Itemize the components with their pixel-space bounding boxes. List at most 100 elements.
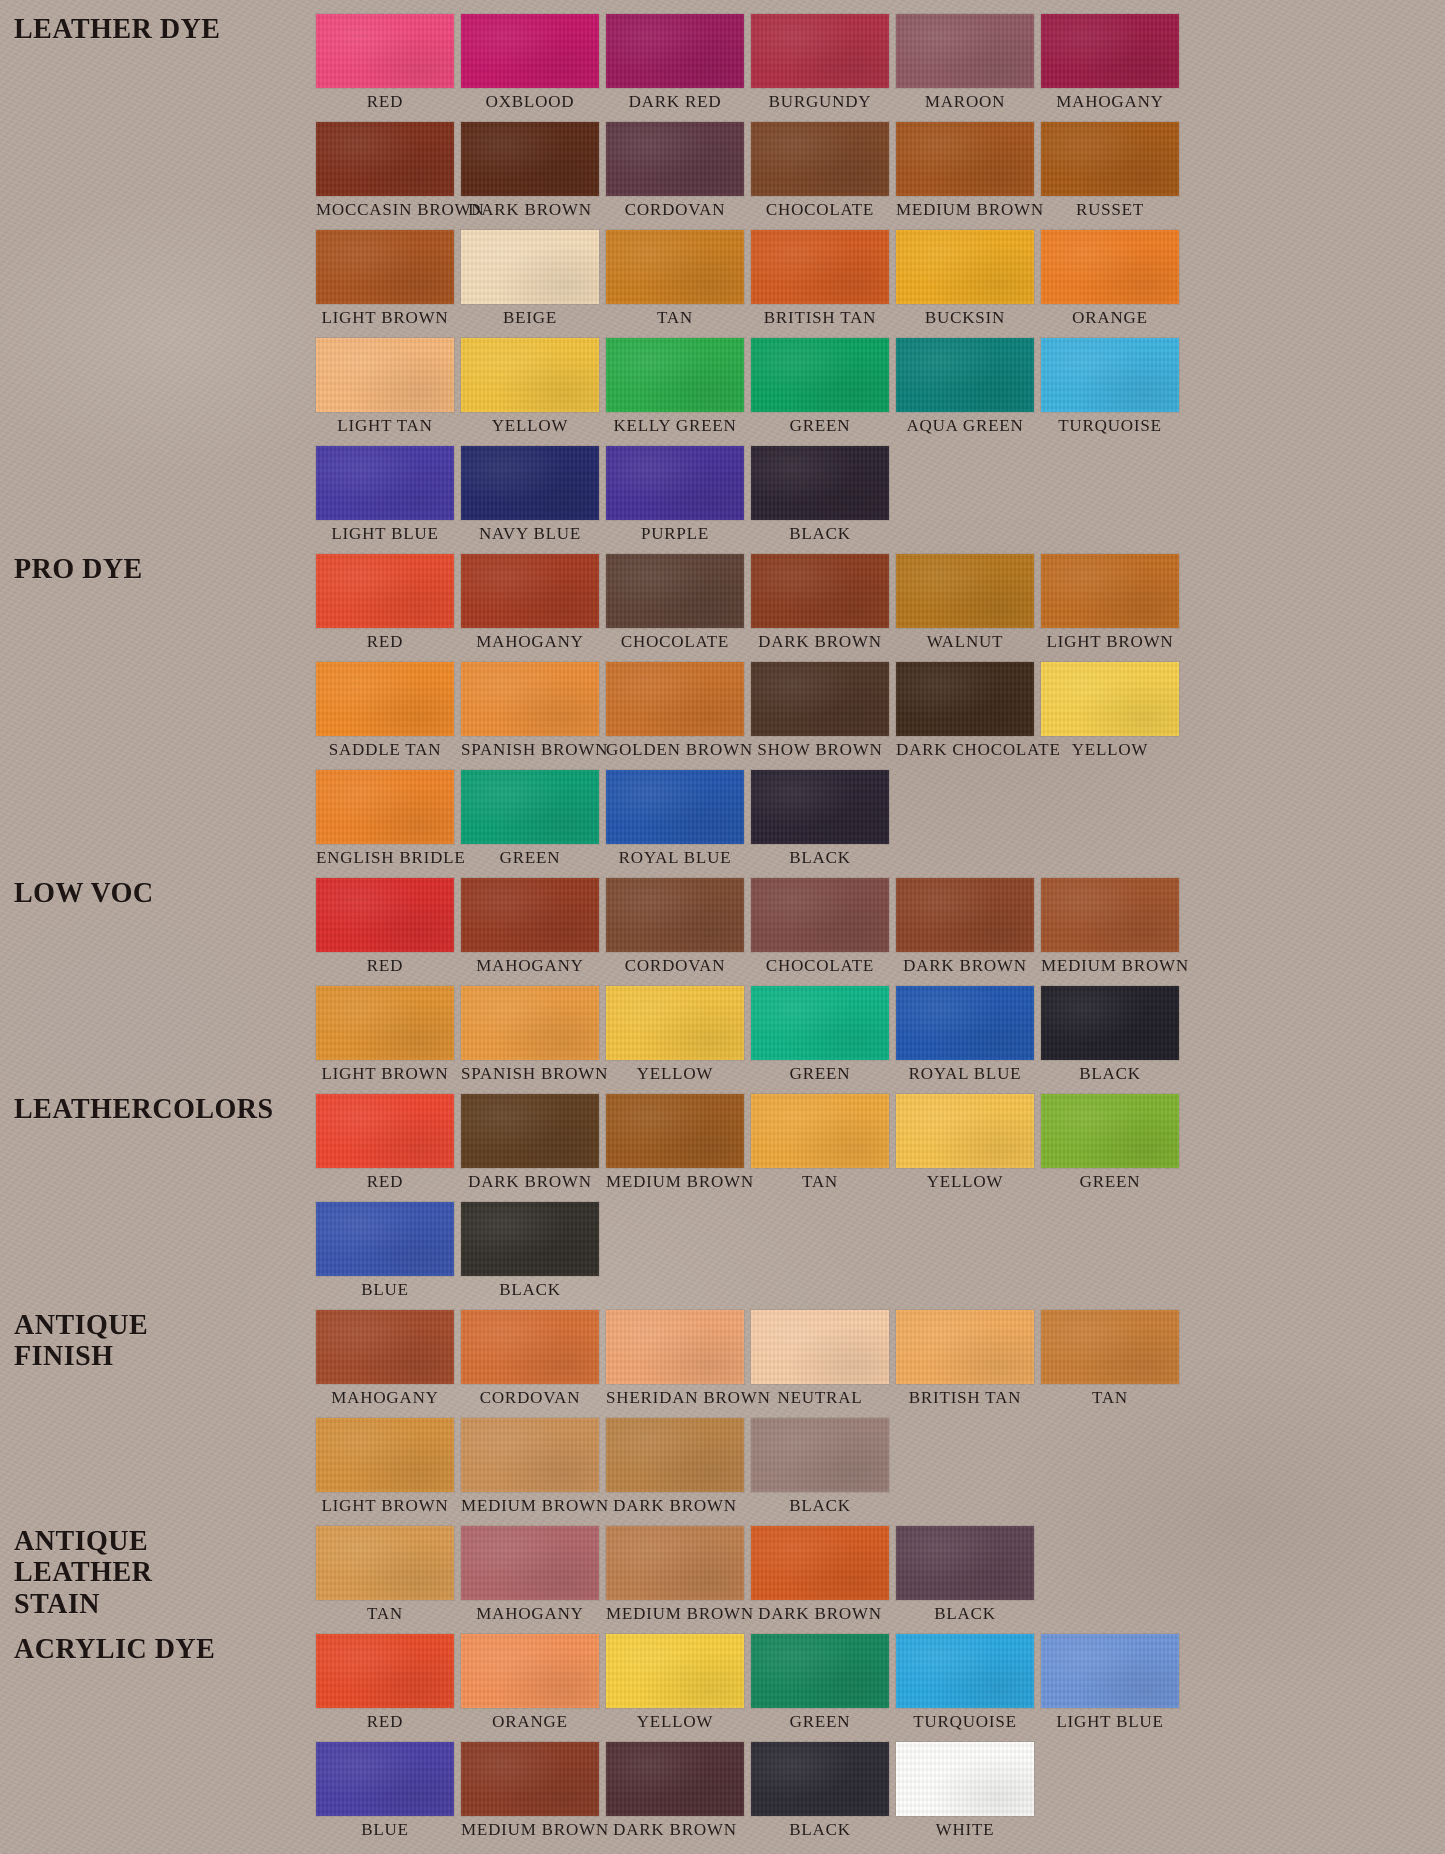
color-swatch-cell: GREEN [751,986,889,1090]
color-swatch [316,554,454,628]
swatch-label: BLUE [361,1280,409,1299]
swatch-label: WHITE [935,1820,995,1839]
color-swatch [606,1418,744,1492]
section-title: ANTIQUE FINISH [14,1310,149,1373]
color-swatch-cell: BLACK [751,1742,889,1846]
swatch-label: DARK BROWN [758,1604,882,1623]
color-swatch-cell: DARK BROWN [751,1526,889,1630]
color-swatch-cell: RED [316,14,454,118]
color-swatch-cell: MAHOGANY [461,554,599,658]
swatch-label: YELLOW [1071,740,1149,759]
swatch-label: MEDIUM BROWN [606,1604,754,1623]
swatch-label: RED [366,632,404,651]
color-swatch [751,446,889,520]
color-swatch-cell: DARK BROWN [751,554,889,658]
color-swatch-cell: SADDLE TAN [316,662,454,766]
color-swatch [751,554,889,628]
color-swatch-cell: KELLY GREEN [606,338,744,442]
color-swatch-cell: MEDIUM BROWN [1041,878,1188,982]
swatch-label: GREEN [1079,1172,1141,1191]
swatch-label: CORDOVAN [624,956,726,975]
swatch-label: GREEN [789,1712,851,1731]
swatch-label: DARK BROWN [903,956,1027,975]
color-swatch-cell: WHITE [896,1742,1034,1846]
color-swatch [461,1202,599,1276]
swatch-label: CHOCOLATE [765,956,875,975]
color-swatch-cell: SHERIDAN BROWN [606,1310,770,1414]
color-swatch [461,662,599,736]
swatch-label: DARK BROWN [468,200,592,219]
swatch-label: OXBLOOD [485,92,575,111]
swatch-label: TAN [367,1604,403,1623]
color-swatch [461,1634,599,1708]
color-swatch-cell: RUSSET [1041,122,1179,226]
color-swatch-cell: YELLOW [606,1634,744,1738]
dye-section: PRO DYE RED MAHOGANY CHOCOLATE DARK BROWN WAL… [0,554,1445,878]
color-swatch [896,1526,1034,1600]
swatch-label: ORANGE [1072,308,1148,327]
swatch-label: BLACK [789,1820,851,1839]
color-swatch-cell: YELLOW [896,1094,1034,1198]
color-swatch-cell: LIGHT BROWN [316,230,454,334]
color-swatch-cell: DARK CHOCOLATE [896,662,1060,766]
color-swatch-cell: DARK BROWN [606,1742,744,1846]
swatch-row: RED DARK BROWN MEDIUM BROWN TAN YELLOW GREEN [316,1094,1445,1198]
color-swatch [461,986,599,1060]
color-swatch-cell: BLACK [461,1202,599,1306]
color-swatch-cell: DARK BROWN [461,122,599,226]
color-swatch [606,1742,744,1816]
swatch-label: MAHOGANY [476,956,584,975]
color-swatch [1041,14,1179,88]
color-swatch-cell: MEDIUM BROWN [606,1526,754,1630]
swatch-label: DARK BROWN [468,1172,592,1191]
color-swatch-cell: MAHOGANY [316,1310,454,1414]
color-swatch-cell: BRITISH TAN [751,230,889,334]
color-swatch [606,878,744,952]
color-swatch [461,554,599,628]
color-swatch [751,1742,889,1816]
color-swatch [1041,662,1179,736]
swatch-label: SHOW BROWN [757,740,883,759]
color-swatch-cell: MEDIUM BROWN [461,1742,608,1846]
color-swatch-cell: CORDOVAN [606,122,744,226]
color-swatch-cell: ORANGE [461,1634,599,1738]
swatch-row: BLUE MEDIUM BROWN DARK BROWN BLACK WHITE [316,1742,1445,1846]
color-swatch [316,1202,454,1276]
color-swatch [751,662,889,736]
color-swatch-cell: RED [316,1094,454,1198]
swatch-row: TAN MAHOGANY MEDIUM BROWN DARK BROWN BLACK [316,1526,1445,1630]
swatch-label: BURGUNDY [768,92,872,111]
color-swatch [461,446,599,520]
color-swatch [1041,122,1179,196]
color-swatch [461,122,599,196]
color-swatch [316,122,454,196]
color-swatch-cell: SPANISH BROWN [461,662,607,766]
color-swatch [316,770,454,844]
swatch-label: MOCCASIN BROWN [316,200,485,219]
color-swatch-cell: LIGHT BLUE [1041,1634,1179,1738]
color-swatch-cell: WALNUT [896,554,1034,658]
swatch-label: ENGLISH BRIDLE [316,848,466,867]
swatch-label: RED [366,1172,404,1191]
color-swatch-cell: ROYAL BLUE [896,986,1034,1090]
swatch-rows: RED MAHOGANY CHOCOLATE DARK BROWN WALNUT LIGH… [316,554,1445,878]
swatch-label: MAHOGANY [331,1388,439,1407]
swatch-label: WALNUT [926,632,1004,651]
color-swatch [1041,986,1179,1060]
color-swatch-cell: DARK BROWN [606,1418,744,1522]
color-swatch-cell: BLACK [751,1418,889,1522]
color-swatch [316,446,454,520]
color-swatch [461,1742,599,1816]
color-swatch [461,230,599,304]
swatch-label: GREEN [499,848,561,867]
color-swatch-cell: ROYAL BLUE [606,770,744,874]
color-swatch-cell: MAROON [896,14,1034,118]
color-swatch [606,1310,744,1384]
color-swatch-cell: LIGHT BLUE [316,446,454,550]
color-swatch-cell: BRITISH TAN [896,1310,1034,1414]
section-title: ANTIQUE LEATHER STAIN [14,1526,153,1620]
color-swatch-cell: BLACK [751,446,889,550]
color-swatch-cell: YELLOW [461,338,599,442]
color-swatch-cell: CORDOVAN [606,878,744,982]
color-swatch-cell: PURPLE [606,446,744,550]
